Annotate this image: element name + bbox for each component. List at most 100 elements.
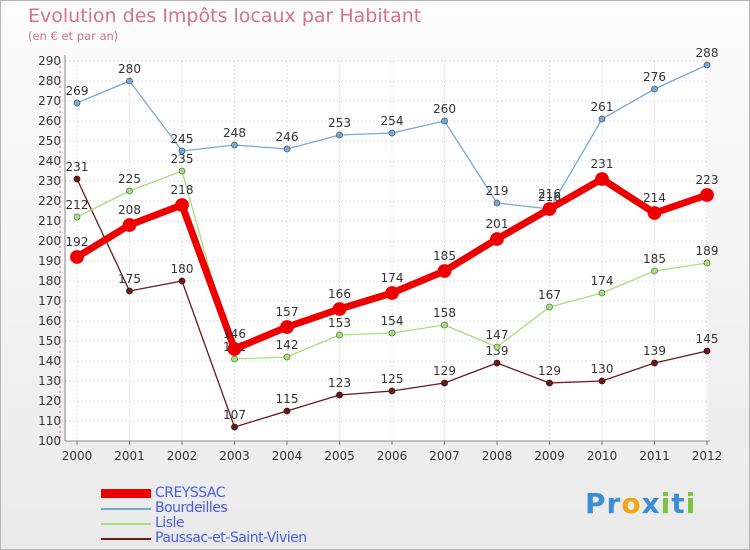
data-point-paussac-et-saint-vivien — [388, 387, 396, 395]
data-label-lisle: 158 — [433, 306, 456, 320]
data-point-creyssac — [175, 198, 189, 212]
data-label-creyssac: 166 — [328, 287, 351, 301]
chart-subtitle: (en € et par an) — [28, 29, 119, 43]
data-label-creyssac: 192 — [66, 235, 89, 249]
y-tick-label: 120 — [38, 394, 61, 408]
legend-label: CREYSSAC — [155, 485, 226, 501]
data-point-bourdeilles — [73, 99, 81, 107]
data-label-paussac-et-saint-vivien: 129 — [538, 364, 561, 378]
data-point-bourdeilles — [283, 145, 291, 153]
legend-label: Bourdeilles — [155, 500, 228, 516]
data-label-creyssac: 218 — [171, 183, 194, 197]
data-label-paussac-et-saint-vivien: 231 — [66, 160, 89, 174]
data-label-paussac-et-saint-vivien: 145 — [696, 332, 719, 346]
data-point-lisle — [178, 167, 186, 175]
x-tick-label: 2007 — [429, 449, 460, 463]
y-tick-label: 270 — [38, 94, 61, 108]
data-point-lisle — [336, 331, 343, 339]
y-tick-label: 190 — [38, 254, 61, 268]
y-tick-label: 110 — [38, 414, 61, 428]
x-tick-label: 2011 — [639, 449, 670, 463]
data-point-bourdeilles — [651, 85, 658, 93]
data-label-paussac-et-saint-vivien: 123 — [328, 376, 351, 390]
data-label-lisle: 142 — [276, 338, 299, 352]
data-label-bourdeilles: 260 — [433, 102, 456, 116]
x-tick-label: 2010 — [587, 449, 618, 463]
data-label-paussac-et-saint-vivien: 115 — [276, 392, 299, 406]
y-tick-label: 180 — [38, 274, 61, 288]
data-label-bourdeilles: 269 — [66, 84, 89, 98]
y-tick-label: 100 — [38, 434, 61, 448]
x-tick-label: 2005 — [324, 449, 355, 463]
data-label-lisle: 225 — [118, 172, 141, 186]
y-tick-label: 220 — [38, 194, 61, 208]
data-point-lisle — [703, 259, 711, 267]
data-label-lisle: 189 — [696, 244, 719, 258]
data-point-creyssac — [490, 232, 504, 246]
data-point-paussac-et-saint-vivien — [493, 359, 501, 367]
data-point-bourdeilles — [126, 77, 133, 85]
legend-swatch — [101, 538, 151, 540]
data-point-paussac-et-saint-vivien — [178, 277, 186, 285]
data-point-lisle — [231, 355, 238, 363]
data-point-lisle — [651, 267, 658, 275]
data-point-lisle — [73, 213, 81, 221]
plot-area — [65, 61, 708, 441]
data-label-creyssac: 174 — [381, 271, 404, 285]
x-tick-label: 2000 — [62, 449, 93, 463]
data-point-lisle — [546, 303, 553, 311]
data-label-lisle: 235 — [171, 152, 194, 166]
data-point-paussac-et-saint-vivien — [336, 391, 343, 399]
data-label-paussac-et-saint-vivien: 125 — [381, 372, 404, 386]
data-point-bourdeilles — [598, 115, 606, 123]
legend-swatch — [101, 523, 151, 525]
x-tick-label: 2008 — [482, 449, 513, 463]
data-point-bourdeilles — [703, 61, 711, 69]
data-point-paussac-et-saint-vivien — [546, 379, 553, 387]
data-point-creyssac — [647, 206, 662, 220]
data-label-paussac-et-saint-vivien: 180 — [171, 262, 194, 276]
data-label-bourdeilles: 216 — [538, 190, 561, 204]
data-label-lisle: 174 — [591, 274, 614, 288]
data-label-lisle: 154 — [381, 314, 404, 328]
data-label-lisle: 167 — [538, 288, 561, 302]
logo-letter: t — [671, 487, 686, 520]
y-tick-label: 260 — [38, 114, 61, 128]
data-point-lisle — [283, 353, 291, 361]
data-point-creyssac — [385, 286, 399, 300]
data-label-paussac-et-saint-vivien: 175 — [118, 272, 141, 286]
data-point-bourdeilles — [388, 129, 396, 137]
data-label-lisle: 153 — [328, 316, 351, 330]
data-label-creyssac: 216 — [538, 187, 561, 201]
logo-letter: i — [685, 487, 697, 520]
data-label-paussac-et-saint-vivien: 107 — [223, 408, 246, 422]
legend-swatch — [101, 508, 151, 510]
data-point-bourdeilles — [336, 131, 343, 139]
data-label-paussac-et-saint-vivien: 139 — [486, 344, 509, 358]
data-point-creyssac — [332, 302, 347, 316]
data-label-bourdeilles: 245 — [171, 132, 194, 146]
y-tick-label: 140 — [38, 354, 61, 368]
data-label-lisle: 147 — [486, 328, 509, 342]
data-label-creyssac: 146 — [223, 327, 246, 341]
data-label-bourdeilles: 248 — [223, 126, 246, 140]
legend-label: Paussac-et-Saint-Vivien — [155, 530, 307, 546]
x-tick-label: 2001 — [114, 449, 145, 463]
data-point-paussac-et-saint-vivien — [231, 423, 238, 431]
data-point-bourdeilles — [441, 117, 448, 125]
data-point-bourdeilles — [178, 147, 186, 155]
x-tick-label: 2006 — [377, 449, 408, 463]
data-point-creyssac — [122, 218, 137, 232]
x-tick-label: 2003 — [219, 449, 250, 463]
data-label-paussac-et-saint-vivien: 129 — [433, 364, 456, 378]
data-point-paussac-et-saint-vivien — [283, 407, 291, 415]
data-point-paussac-et-saint-vivien — [598, 377, 606, 385]
y-tick-label: 130 — [38, 374, 61, 388]
data-label-lisle: 212 — [66, 198, 89, 212]
data-label-creyssac: 201 — [486, 217, 509, 231]
chart-title: Evolution des Impôts locaux par Habitant — [28, 5, 422, 27]
logo-letter: i — [660, 487, 672, 520]
data-label-paussac-et-saint-vivien: 130 — [591, 362, 614, 376]
data-point-creyssac — [70, 250, 84, 264]
